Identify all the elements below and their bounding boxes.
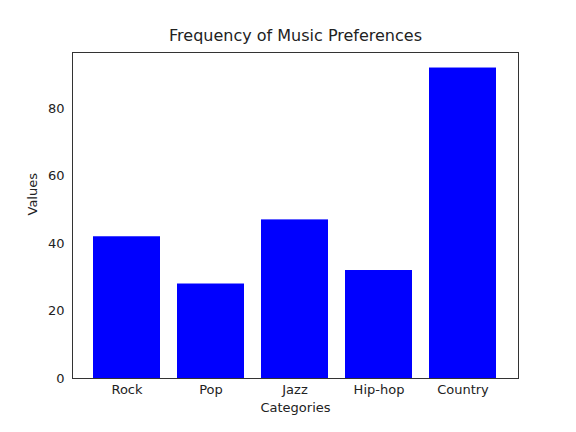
- svg-text:40: 40: [48, 236, 65, 251]
- svg-text:Frequency of Music Preferences: Frequency of Music Preferences: [169, 26, 422, 45]
- svg-text:80: 80: [48, 101, 65, 116]
- svg-text:Country: Country: [437, 382, 489, 397]
- svg-text:Jazz: Jazz: [281, 382, 308, 397]
- svg-text:Pop: Pop: [199, 382, 223, 397]
- svg-text:Values: Values: [25, 173, 40, 216]
- svg-text:Categories: Categories: [260, 400, 330, 415]
- svg-text:0: 0: [56, 371, 64, 386]
- svg-text:Rock: Rock: [111, 382, 143, 397]
- svg-text:20: 20: [48, 303, 65, 318]
- svg-text:Hip-hop: Hip-hop: [354, 382, 405, 397]
- svg-text:60: 60: [48, 168, 65, 183]
